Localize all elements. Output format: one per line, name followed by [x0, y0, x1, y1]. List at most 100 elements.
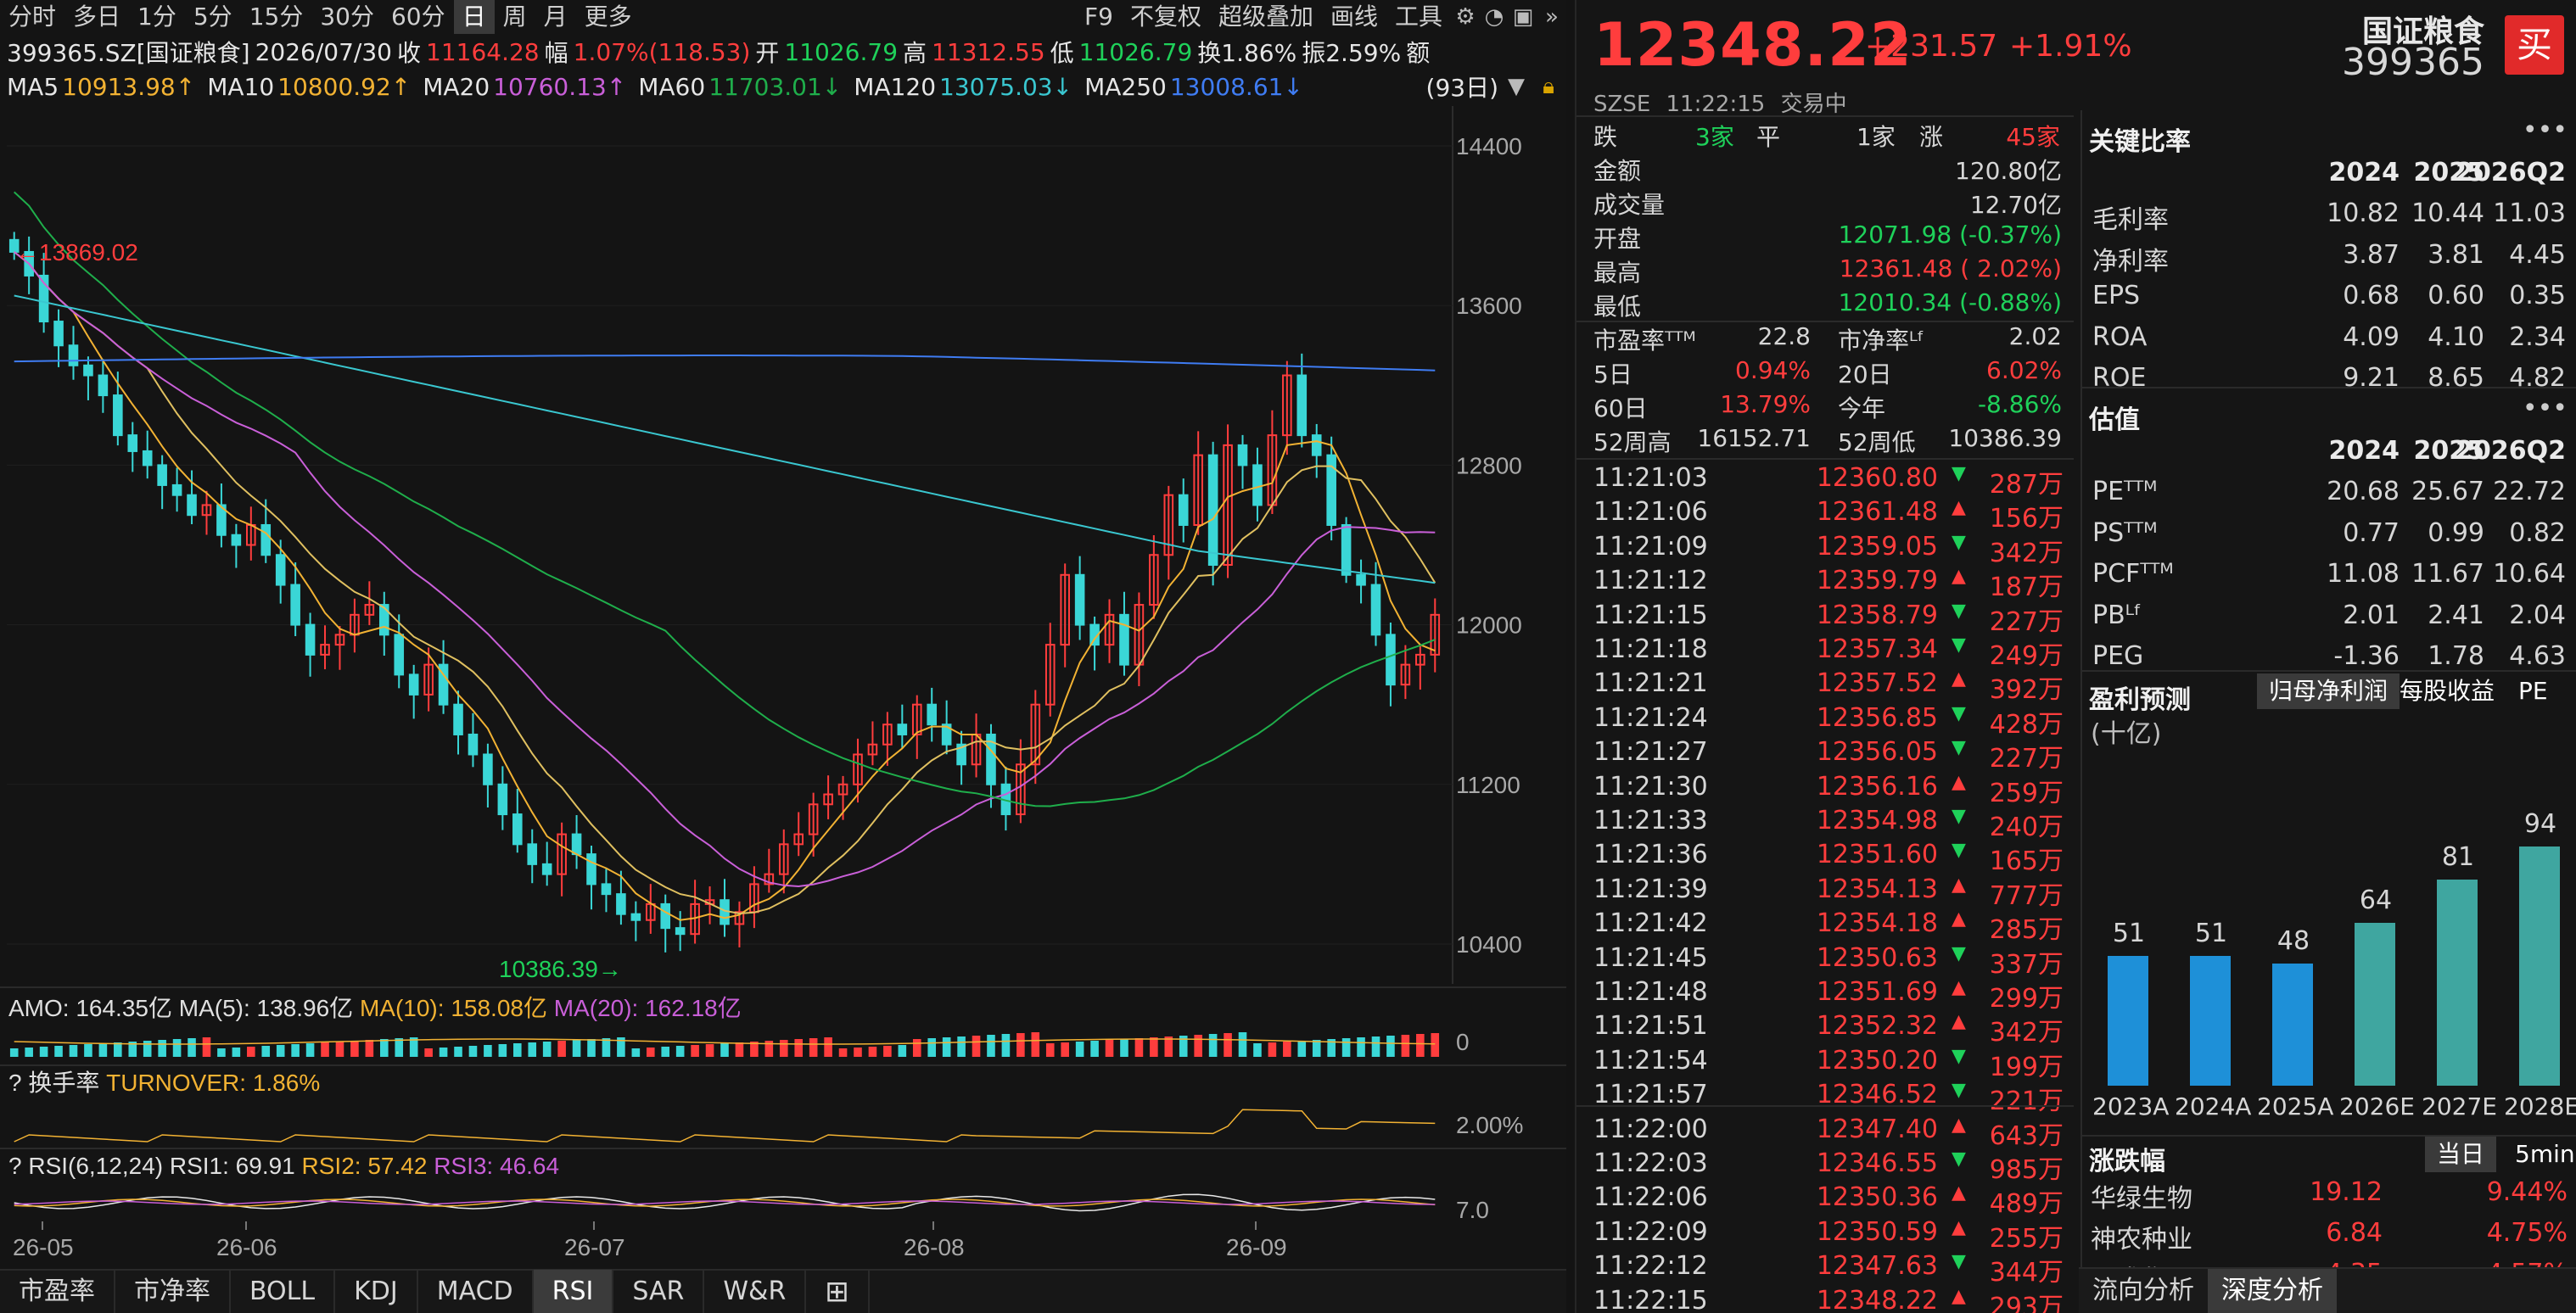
indicator-tab-7[interactable]: W&R: [704, 1270, 807, 1313]
candle-body[interactable]: [601, 883, 612, 896]
speed-icon[interactable]: ◔: [1484, 4, 1504, 30]
indicator-tab-3[interactable]: KDJ: [335, 1270, 418, 1313]
tick-row[interactable]: 11:22:06 12350.36 ▲ 489万: [1576, 1182, 2074, 1219]
candle-body[interactable]: [408, 673, 419, 696]
candle-body[interactable]: [586, 853, 596, 886]
tick-row[interactable]: 11:21:18 12357.34 ▼ 249万: [1576, 634, 2074, 671]
mover-name[interactable]: 华绿生物: [2091, 1184, 2192, 1214]
more-icon[interactable]: •••: [2522, 115, 2568, 145]
candle-body[interactable]: [571, 833, 582, 856]
candle-body[interactable]: [453, 703, 463, 735]
candle-body[interactable]: [764, 873, 775, 886]
candle-body[interactable]: [98, 374, 109, 397]
tick-row[interactable]: 11:21:30 12356.16 ▲ 259万: [1576, 772, 2074, 808]
candle-body[interactable]: [68, 344, 79, 366]
period-tab-1[interactable]: 多日: [73, 3, 121, 31]
tick-row[interactable]: 11:21:24 12356.85 ▼ 428万: [1576, 703, 2074, 740]
candle-body[interactable]: [1119, 613, 1129, 666]
candle-body[interactable]: [1193, 454, 1203, 526]
candle-body[interactable]: [911, 703, 922, 735]
candle-body[interactable]: [127, 434, 138, 452]
candle-body[interactable]: [837, 783, 848, 796]
forecast-bar[interactable]: [2437, 880, 2478, 1086]
indicator-tab-0[interactable]: 市盈率: [0, 1270, 115, 1313]
forecast-tab-0[interactable]: 归母净利润: [2257, 673, 2400, 709]
candle-body[interactable]: [305, 623, 316, 656]
candle-body[interactable]: [897, 724, 908, 735]
tick-row[interactable]: 11:21:21 12357.52 ▲ 392万: [1576, 668, 2074, 705]
wp-icon[interactable]: ▣: [1512, 4, 1534, 30]
candle-body[interactable]: [38, 274, 49, 323]
candle-body[interactable]: [1030, 703, 1041, 766]
candle-body[interactable]: [1237, 444, 1248, 467]
toolbar-item-2[interactable]: 超级叠加: [1218, 3, 1313, 31]
tick-row[interactable]: 11:22:09 12350.59 ▲ 255万: [1576, 1217, 2074, 1254]
gear-icon[interactable]: ⚙: [1455, 4, 1476, 30]
candle-body[interactable]: [483, 753, 493, 785]
candle-body[interactable]: [468, 733, 479, 756]
candle-body[interactable]: [53, 321, 64, 347]
movers-tab-0[interactable]: 当日: [2425, 1137, 2497, 1172]
candle-body[interactable]: [927, 703, 938, 726]
candle-body[interactable]: [1207, 454, 1218, 567]
period-tab-9[interactable]: 月: [543, 3, 568, 31]
candle-body[interactable]: [1252, 464, 1263, 506]
double-chevron-right-icon[interactable]: »: [1545, 4, 1559, 30]
tick-row[interactable]: 11:22:15 12348.22 ▲ 293万: [1576, 1286, 2074, 1313]
forecast-tab-1[interactable]: 每股收益: [2400, 677, 2495, 705]
forecast-bar[interactable]: [2519, 846, 2560, 1086]
candle-body[interactable]: [867, 743, 878, 756]
range-dropdown-icon[interactable]: ▼: [1508, 74, 1525, 99]
candle-body[interactable]: [1178, 494, 1189, 526]
add-indicator-icon[interactable]: ⊞: [806, 1270, 870, 1313]
candle-body[interactable]: [275, 554, 286, 586]
candle-body[interactable]: [187, 494, 197, 517]
period-tab-6[interactable]: 60分: [390, 3, 445, 31]
indicator-tab-2[interactable]: BOLL: [231, 1270, 336, 1313]
candle-body[interactable]: [83, 364, 93, 377]
tick-row[interactable]: 11:21:33 12354.98 ▼ 240万: [1576, 806, 2074, 842]
candle-body[interactable]: [1104, 613, 1115, 646]
candle-body[interactable]: [1341, 523, 1352, 576]
candle-body[interactable]: [320, 644, 330, 656]
candle-body[interactable]: [1386, 634, 1396, 686]
candle-body[interactable]: [1296, 374, 1308, 437]
more-icon[interactable]: •••: [2522, 394, 2568, 423]
candle-body[interactable]: [823, 793, 833, 806]
period-tab-4[interactable]: 15分: [249, 3, 304, 31]
candle-body[interactable]: [334, 634, 345, 646]
tick-row[interactable]: 11:21:09 12359.05 ▼ 342万: [1576, 532, 2074, 568]
tick-row[interactable]: 11:21:03 12360.80 ▼ 287万: [1576, 463, 2074, 500]
tick-row[interactable]: 11:21:45 12350.63 ▼ 337万: [1576, 943, 2074, 980]
candle-body[interactable]: [1074, 573, 1085, 626]
candle-body[interactable]: [808, 803, 819, 835]
candle-body[interactable]: [778, 843, 789, 875]
candle-body[interactable]: [201, 504, 212, 517]
candle-body[interactable]: [157, 464, 167, 486]
candle-body[interactable]: [512, 813, 523, 846]
indicator-tab-4[interactable]: MACD: [418, 1270, 534, 1313]
candle-body[interactable]: [793, 833, 804, 846]
candle-body[interactable]: [616, 893, 626, 915]
candle-body[interactable]: [1163, 494, 1174, 556]
mover-name[interactable]: 神农种业: [2091, 1225, 2192, 1254]
candle-body[interactable]: [527, 843, 538, 865]
tick-row[interactable]: 11:22:00 12347.40 ▲ 643万: [1576, 1115, 2074, 1151]
candle-body[interactable]: [423, 663, 434, 696]
forecast-bar[interactable]: [2355, 923, 2395, 1086]
toolbar-item-1[interactable]: 不复权: [1129, 3, 1201, 31]
forecast-bar[interactable]: [2272, 964, 2313, 1086]
candle-body[interactable]: [364, 604, 375, 616]
range-days[interactable]: (93日): [1425, 74, 1498, 102]
candle-body[interactable]: [1400, 663, 1411, 686]
tick-row[interactable]: 11:22:03 12346.55 ▼ 985万: [1576, 1148, 2074, 1185]
candle-body[interactable]: [8, 238, 20, 253]
candle-body[interactable]: [660, 902, 671, 930]
candle-body[interactable]: [986, 733, 996, 785]
candle-body[interactable]: [853, 753, 863, 785]
candle-body[interactable]: [1415, 653, 1425, 666]
candle-body[interactable]: [171, 483, 182, 496]
forecast-bar[interactable]: [2190, 956, 2231, 1086]
candle-body[interactable]: [394, 634, 405, 676]
candle-body[interactable]: [1044, 644, 1056, 706]
